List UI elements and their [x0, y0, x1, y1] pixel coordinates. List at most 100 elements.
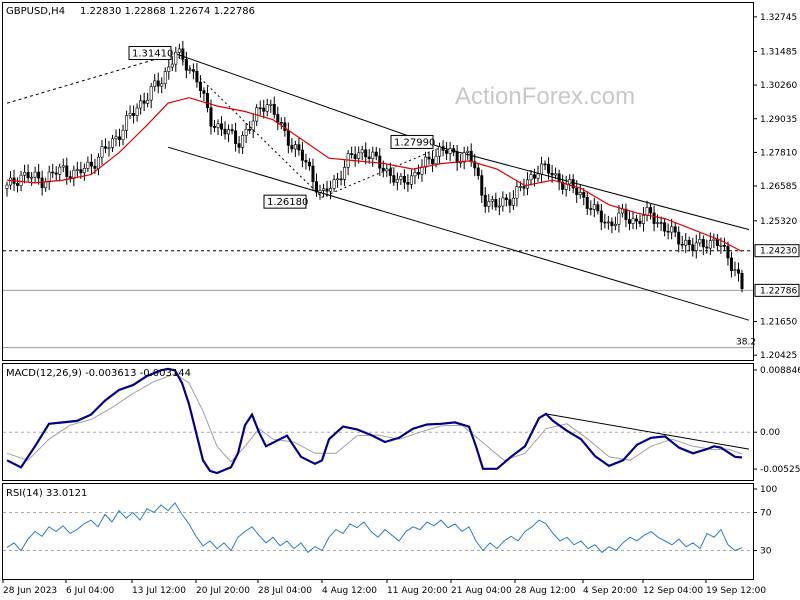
- projection-line: [6, 53, 176, 104]
- candle: [184, 51, 188, 79]
- candle-body: [385, 168, 389, 172]
- candle-body: [65, 165, 69, 177]
- frames: [2, 2, 754, 580]
- y-tick-label: 1.29035: [760, 115, 797, 125]
- candle-body: [420, 166, 424, 175]
- candle: [480, 169, 484, 204]
- candle-body: [740, 273, 744, 289]
- candle: [705, 239, 709, 254]
- candle: [691, 238, 695, 257]
- candle: [205, 86, 209, 113]
- candle-body: [371, 151, 375, 159]
- candle: [325, 180, 329, 197]
- candle: [96, 153, 100, 176]
- annotation-label: 1.26180: [267, 197, 308, 208]
- candle-body: [265, 104, 269, 112]
- candle: [311, 158, 315, 190]
- rsi-line: [6, 502, 743, 554]
- candle-body: [427, 156, 431, 160]
- candle-body: [297, 144, 301, 151]
- candle: [318, 184, 322, 200]
- candle: [241, 131, 245, 154]
- price-tag-box: [754, 244, 800, 258]
- candle-body: [448, 148, 452, 154]
- candle-body: [23, 172, 27, 176]
- candle-body: [170, 63, 174, 68]
- candle: [191, 63, 195, 80]
- candle-body: [634, 218, 638, 222]
- candle-body: [684, 239, 688, 246]
- candle-body: [9, 177, 13, 186]
- candle-body: [533, 174, 537, 179]
- candle-body: [269, 103, 273, 106]
- y-tick-label: 1.31485: [760, 47, 797, 57]
- candle: [561, 174, 565, 195]
- x-tick-label: 19 Sep 12:00: [706, 586, 766, 596]
- candle: [416, 164, 420, 179]
- candle: [522, 178, 526, 196]
- candle-body: [504, 197, 508, 200]
- candle-body: [575, 187, 579, 196]
- x-tick-label: 12 Sep 04:00: [643, 586, 703, 596]
- candle-body: [103, 146, 107, 149]
- candle: [469, 143, 473, 167]
- candle-body: [455, 151, 459, 163]
- candle: [409, 169, 413, 189]
- x-tick-label: 4 Aug 12:00: [322, 586, 377, 596]
- channel-upper: [174, 53, 750, 231]
- candle: [118, 128, 122, 147]
- candle-body: [592, 204, 596, 210]
- candle: [554, 167, 558, 180]
- candle: [251, 114, 255, 139]
- y-tick-label: 1.30260: [760, 81, 797, 91]
- candle: [684, 232, 688, 253]
- candle-body: [708, 240, 712, 249]
- candle-body: [304, 160, 308, 163]
- candle-body: [142, 100, 146, 104]
- candle-body: [511, 197, 515, 206]
- macd-tick-label: 0.008846: [760, 366, 800, 376]
- candle: [244, 122, 248, 144]
- candle-body: [205, 93, 209, 109]
- candle: [304, 153, 308, 170]
- candle: [536, 165, 540, 182]
- candle-body: [37, 171, 41, 179]
- candle: [638, 214, 642, 228]
- candle: [631, 211, 635, 230]
- candle-body: [490, 199, 494, 202]
- y-tick-label: 1.24230: [760, 247, 797, 257]
- macd-line: [6, 367, 743, 475]
- candle-body: [364, 149, 368, 158]
- candle: [540, 156, 544, 182]
- candle-body: [515, 186, 519, 199]
- candle: [712, 233, 716, 249]
- candle: [367, 148, 371, 164]
- candle-body: [409, 175, 413, 185]
- candle: [170, 56, 174, 72]
- candle-body: [118, 136, 122, 140]
- candle-body: [311, 165, 315, 182]
- candle-body: [139, 100, 143, 109]
- candle: [139, 94, 143, 115]
- candle: [634, 214, 638, 230]
- candle-body: [47, 171, 51, 183]
- x-tick-label: 6 Jul 04:00: [66, 586, 115, 596]
- candle-body: [367, 156, 371, 159]
- candle: [156, 72, 160, 94]
- candle-body: [638, 220, 642, 224]
- candle-body: [184, 59, 188, 71]
- annotation-label: 1.31410: [132, 49, 173, 60]
- candle-body: [627, 219, 631, 224]
- candle: [237, 136, 241, 154]
- candle-body: [452, 148, 456, 153]
- candle: [497, 197, 501, 216]
- candle-body: [712, 238, 716, 241]
- candle-body: [40, 177, 44, 189]
- x-tick-label: 13 Jul 12:00: [132, 586, 186, 596]
- candle-body: [16, 183, 20, 186]
- candle-body: [276, 114, 280, 123]
- candle-body: [146, 99, 150, 104]
- candle-body: [494, 199, 498, 208]
- candle: [483, 187, 487, 213]
- candle: [248, 121, 252, 134]
